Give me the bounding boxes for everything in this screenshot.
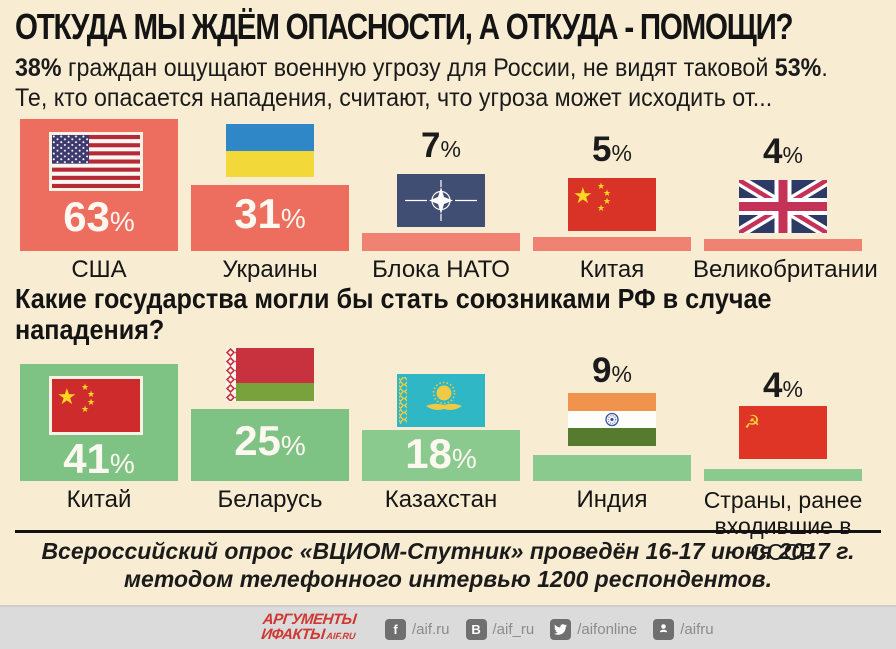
social-link-odnoklassniki[interactable]: /aifru [653, 618, 714, 640]
svg-text:★: ★ [87, 390, 95, 400]
india-flag-icon [568, 393, 656, 446]
intro-line-2: Те, кто опасается нападения, считают, чт… [15, 84, 773, 112]
belarus-flag-icon [226, 348, 314, 401]
svg-text:★: ★ [597, 182, 605, 192]
ally-label-india: Индия [576, 486, 648, 513]
twitter-handle[interactable]: /aifonline [577, 620, 638, 638]
ally-value-china: 41% [63, 435, 135, 482]
footer-divider [15, 530, 881, 533]
threat-label-uk: Великобритании [693, 256, 878, 283]
threat-value-ukraine: 31% [234, 190, 306, 237]
ally-bar-ussr [704, 469, 862, 481]
threat-bar-china [533, 237, 691, 251]
intro-line-1: 38% граждан ощущают военную угрозу для Р… [15, 54, 828, 83]
social-link-twitter[interactable]: /aifonline [550, 618, 638, 640]
threat-stat: 38% [15, 54, 62, 82]
ally-label-kazakhstan: Казахстан [384, 486, 498, 513]
china-flag-icon: ★ ★ ★ ★ ★ [49, 376, 143, 435]
ally-value-india: 9% [592, 351, 632, 390]
threat-bar-nato [362, 233, 520, 251]
ally-label-china: Китай [66, 486, 132, 513]
svg-text:☭: ☭ [744, 412, 760, 433]
svg-text:★: ★ [573, 184, 593, 209]
threat-value-china: 5% [592, 130, 632, 169]
threat-value-nato: 7% [421, 126, 461, 165]
ally-value-ussr: 4% [763, 366, 803, 405]
nato-flag-icon [397, 174, 485, 227]
ukraine-flag-icon [226, 124, 314, 177]
ally-bar-kazakhstan [362, 430, 520, 481]
page-title: ОТКУДА МЫ ЖДЁМ ОПАСНОСТИ, А ОТКУДА - ПОМ… [15, 6, 794, 47]
social-links: f /aif.ru B /aif_ru /aifonline /aifru [385, 614, 714, 644]
twitter-icon[interactable] [550, 618, 572, 640]
ally-value-belarus: 25% [234, 417, 306, 464]
aif-logo-line1: АРГУМЕНТЫ [262, 611, 357, 628]
ussr-flag-icon: ☭ [739, 406, 827, 459]
ally-label-belarus: Беларусь [217, 486, 323, 513]
ally-bar-india [533, 455, 691, 481]
survey-note-line-1: Всероссийский опрос «ВЦИОМ-Спутник» пров… [41, 538, 855, 564]
odnoklassniki-handle[interactable]: /aifru [680, 620, 714, 638]
facebook-handle[interactable]: /aif.ru [412, 620, 450, 638]
allies-question: Какие государства могли бы стать союзник… [15, 283, 772, 345]
ally-value-kazakhstan: 18% [405, 430, 477, 477]
threat-label-nato: Блока НАТО [372, 256, 510, 283]
facebook-icon[interactable]: f [385, 618, 406, 640]
threat-value-uk: 4% [763, 132, 803, 171]
aif-logo-domain: AIF.RU [325, 631, 357, 641]
survey-note-line-2: методом телефонного интервью 1200 респон… [124, 566, 772, 592]
kazakhstan-flag-icon [397, 374, 485, 427]
china-flag-icon: ★ ★ ★ ★ ★ [568, 178, 656, 231]
no-threat-stat: 53% [774, 54, 822, 82]
svg-text:★: ★ [87, 398, 95, 408]
social-link-facebook[interactable]: f /aif.ru [385, 618, 450, 640]
vk-handle[interactable]: /aif_ru [492, 620, 535, 638]
ally-bar-belarus [191, 409, 349, 481]
threat-label-ukraine: Украины [222, 256, 318, 283]
threat-label-china: Китая [579, 256, 645, 283]
threat-bar-ukraine [191, 185, 349, 251]
threat-bar-uk [704, 239, 862, 251]
ally-label-ussr: Страны, ранее входившие в СССР [703, 487, 863, 565]
brand-bar: АРГУМЕНТЫ ИФАКТЫAIF.RU f /aif.ru B /aif_… [0, 605, 896, 649]
svg-text:★: ★ [603, 189, 611, 199]
social-link-vk[interactable]: B /aif_ru [465, 618, 535, 640]
svg-text:★: ★ [81, 405, 89, 415]
intro-text: граждан ощущают военную угрозу для Росси… [61, 54, 775, 82]
aif-logo: АРГУМЕНТЫ ИФАКТЫAIF.RU [260, 611, 358, 644]
odnoklassniki-icon[interactable] [653, 618, 675, 640]
svg-text:★: ★ [597, 204, 605, 214]
threat-value-usa: 63% [63, 193, 135, 240]
threat-label-usa: США [71, 256, 127, 283]
svg-text:★: ★ [81, 383, 89, 393]
vk-icon[interactable]: B [465, 618, 487, 640]
intro-text-tail: . [821, 54, 828, 82]
uk-flag-icon [739, 180, 827, 233]
aif-logo-line2: ИФАКТЫAIF.RU [260, 626, 357, 643]
us-flag-icon [49, 132, 143, 191]
svg-text:★: ★ [603, 197, 611, 207]
svg-text:★: ★ [57, 385, 77, 410]
